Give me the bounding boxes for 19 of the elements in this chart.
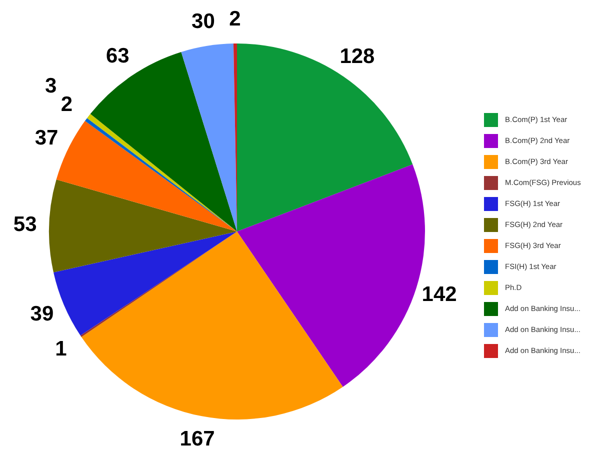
data-label: 37 bbox=[34, 126, 58, 150]
pie-slice bbox=[53, 232, 237, 336]
data-label: 3 bbox=[44, 74, 57, 98]
data-label: 2 bbox=[60, 93, 73, 116]
data-label: 63 bbox=[106, 44, 130, 68]
pie-slice bbox=[237, 44, 413, 232]
data-label: 30 bbox=[192, 10, 215, 34]
pie-slice bbox=[49, 180, 237, 272]
data-label: 142 bbox=[422, 282, 457, 306]
data-label: 39 bbox=[30, 302, 54, 326]
data-label: 128 bbox=[340, 44, 376, 68]
pie-slice bbox=[56, 120, 237, 232]
pie-slice bbox=[181, 44, 237, 232]
data-label: 167 bbox=[180, 428, 215, 451]
pie-slice bbox=[81, 232, 343, 420]
data-label: 53 bbox=[13, 213, 37, 236]
data-label: 1 bbox=[55, 338, 68, 361]
data-label: 2 bbox=[229, 8, 241, 31]
pie-slice bbox=[237, 164, 425, 387]
